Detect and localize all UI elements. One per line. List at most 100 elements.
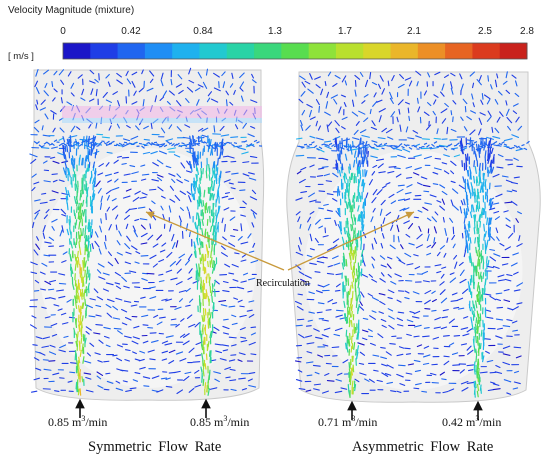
velocity-vector: [307, 223, 312, 231]
velocity-vector: [314, 237, 319, 243]
velocity-vector: [377, 333, 384, 339]
velocity-vector: [105, 344, 111, 348]
jet-vector: [192, 183, 196, 192]
velocity-vector: [459, 206, 463, 214]
velocity-vector: [124, 359, 130, 362]
velocity-vector: [332, 238, 340, 244]
velocity-vector: [379, 75, 384, 82]
velocity-vector: [221, 344, 230, 347]
velocity-vector: [108, 224, 112, 231]
jet-vector: [473, 304, 476, 312]
jet-vector: [92, 177, 95, 185]
velocity-vector: [40, 99, 46, 105]
velocity-vector: [335, 314, 343, 318]
velocity-vector: [313, 328, 320, 332]
velocity-vector: [305, 125, 311, 131]
velocity-vector: [439, 281, 445, 286]
jet-vector: [213, 279, 217, 287]
velocity-vector: [436, 200, 442, 203]
velocity-vector: [440, 326, 448, 330]
velocity-vector: [150, 122, 153, 130]
velocity-vector: [195, 354, 202, 357]
velocity-vector: [298, 145, 303, 148]
velocity-vector: [486, 136, 495, 140]
velocity-vector: [132, 196, 140, 202]
velocity-vector: [131, 71, 138, 76]
velocity-vector: [492, 265, 500, 269]
velocity-vector: [216, 143, 220, 146]
velocity-vector: [228, 305, 236, 308]
jet-vector: [204, 253, 207, 262]
velocity-vector: [523, 147, 528, 151]
velocity-vector: [70, 82, 75, 89]
velocity-vector: [242, 200, 247, 205]
jet-vector: [361, 214, 364, 222]
velocity-vector: [41, 345, 50, 348]
jet-vector: [79, 350, 82, 358]
jet-vector: [473, 227, 476, 235]
jet-vector: [347, 188, 350, 197]
velocity-vector: [36, 236, 40, 241]
velocity-vector: [158, 273, 164, 276]
velocity-vector: [182, 136, 191, 139]
velocity-vector: [228, 272, 235, 275]
velocity-vector: [502, 325, 511, 328]
velocity-vector: [503, 210, 509, 213]
velocity-vector: [312, 364, 321, 367]
velocity-vector: [213, 125, 216, 133]
jet-vector: [216, 221, 220, 230]
velocity-vector: [363, 94, 369, 98]
velocity-vector: [61, 322, 69, 325]
velocity-vector: [395, 173, 402, 178]
velocity-vector: [247, 290, 253, 293]
velocity-vector: [497, 274, 505, 278]
velocity-vector: [512, 103, 519, 107]
velocity-vector: [230, 388, 237, 391]
velocity-vector: [89, 342, 95, 347]
velocity-vector: [94, 231, 99, 238]
velocity-vector: [112, 91, 118, 95]
velocity-vector: [423, 111, 430, 116]
velocity-vector: [495, 365, 501, 369]
jet-vector: [351, 272, 354, 280]
velocity-vector: [89, 69, 95, 75]
velocity-vector: [176, 100, 182, 107]
velocity-vector: [70, 362, 77, 364]
jet-vector: [193, 193, 196, 201]
jet-vector: [345, 258, 348, 267]
velocity-vector: [470, 110, 477, 114]
velocity-vector: [440, 297, 448, 304]
jet-vector: [207, 295, 210, 303]
velocity-vector: [387, 296, 393, 300]
velocity-vector: [160, 72, 164, 80]
velocity-vector: [67, 71, 72, 77]
jet-vector: [92, 192, 95, 201]
velocity-vector: [56, 289, 64, 292]
velocity-vector: [405, 353, 412, 355]
velocity-vector: [506, 190, 513, 193]
velocity-vector: [398, 108, 401, 115]
velocity-vector: [84, 360, 92, 364]
velocity-vector: [390, 224, 394, 231]
velocity-vector: [228, 359, 236, 362]
velocity-vector: [431, 309, 437, 312]
jet-vector: [471, 323, 474, 330]
jet-vector: [353, 342, 356, 350]
jet-vector: [64, 154, 67, 163]
jet-vector: [490, 147, 494, 154]
velocity-vector: [141, 314, 149, 318]
jet-vector: [357, 332, 360, 340]
jet-vector: [201, 209, 204, 217]
jet-vector: [360, 150, 363, 158]
velocity-vector: [356, 144, 360, 148]
jet-vector: [349, 176, 351, 183]
velocity-vector: [114, 271, 122, 277]
velocity-vector: [52, 97, 56, 102]
velocity-vector: [417, 182, 423, 186]
jet-vector: [365, 169, 368, 177]
jet-vector: [217, 157, 219, 166]
surface-band: [62, 106, 262, 118]
colorbar-segment: [63, 43, 91, 59]
velocity-vector: [306, 374, 313, 377]
velocity-vector: [378, 311, 384, 314]
